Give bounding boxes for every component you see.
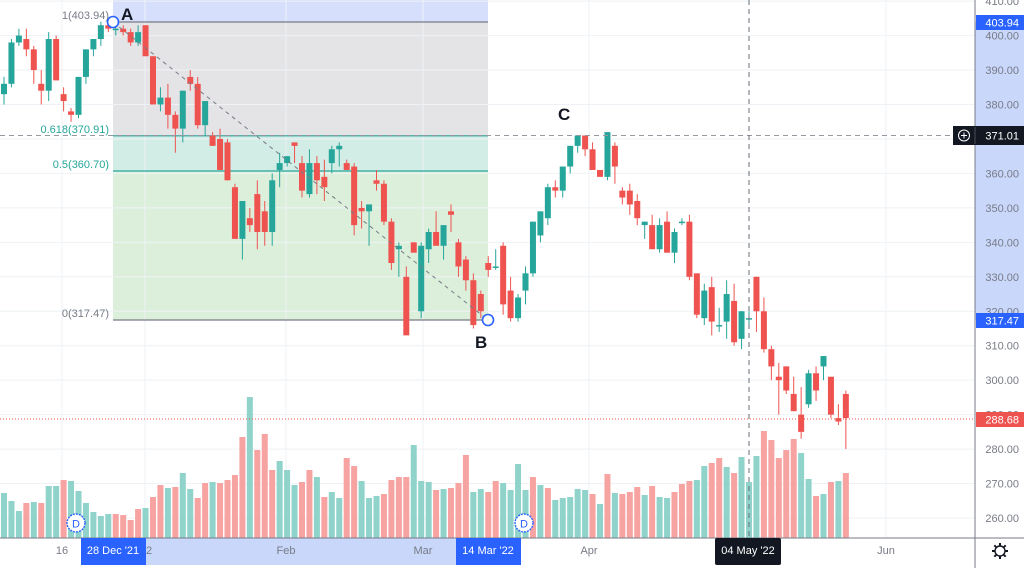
svg-text:14 Mar '22: 14 Mar '22 (462, 545, 514, 557)
time-tick-label: Mar (414, 545, 433, 557)
svg-text:403.94: 403.94 (985, 18, 1019, 30)
gear-icon[interactable] (992, 543, 1008, 559)
svg-text:371.01: 371.01 (985, 131, 1019, 143)
time-tag-crosshair: 04 May '22 (715, 538, 781, 565)
fib-zone-above-1 (113, 0, 488, 22)
anchor-handle-b[interactable] (481, 313, 495, 327)
point-label-b: B (475, 333, 487, 352)
price-tag-fib-high: 403.94 (976, 15, 1024, 30)
price-tick-label: 310.00 (985, 341, 1019, 353)
price-tick-label: 300.00 (985, 375, 1019, 387)
dividend-label: D (520, 519, 528, 531)
dividend-marker[interactable]: D (514, 513, 534, 533)
plus-circle-icon[interactable] (958, 129, 970, 142)
price-tick-label: 260.00 (985, 513, 1019, 525)
fib-zone-05-0 (113, 171, 488, 320)
price-axis-highlight (975, 22, 1024, 320)
fib-retracement-tool[interactable] (113, 0, 488, 320)
price-tick-label: 350.00 (985, 203, 1019, 215)
time-tick-label: Feb (277, 545, 296, 557)
time-tick-label: Jun (877, 545, 895, 557)
time-tag-start: 28 Dec '21 (81, 538, 146, 565)
dividend-marker[interactable]: D (66, 513, 86, 533)
point-label-a: A (121, 5, 133, 24)
time-axis-highlight (113, 538, 488, 565)
fib-level-label: 0.618(370.91) (41, 124, 110, 136)
fib-level-label: 0(317.47) (62, 308, 109, 320)
price-tick-label: 400.00 (985, 31, 1019, 43)
price-tick-label: 360.00 (985, 168, 1019, 180)
time-tag-end: 14 Mar '22 (456, 538, 521, 565)
time-axis[interactable]: 16'22FebMarAprJun 28 Dec '21 14 Mar '22 … (0, 537, 1024, 565)
fib-level-lines: 1(403.94) 0.618(370.91) 0.5(360.70) 0(317.4… (41, 10, 488, 321)
price-tag-last-price: 288.68 (976, 412, 1024, 427)
price-tick-label: 390.00 (985, 65, 1019, 77)
candlesticks (1, 21, 849, 450)
price-tick-label: 280.00 (985, 444, 1019, 456)
fib-level-label: 1(403.94) (62, 10, 109, 22)
svg-text:04 May '22: 04 May '22 (721, 545, 774, 557)
svg-text:317.47: 317.47 (985, 316, 1019, 328)
grid-lines (0, 0, 975, 538)
svg-text:288.68: 288.68 (985, 415, 1019, 427)
price-tick-label: 380.00 (985, 99, 1019, 111)
dividend-label: D (72, 519, 80, 531)
fib-zone-1-0618 (113, 22, 488, 136)
fib-level-label: 0.5(360.70) (53, 159, 109, 171)
time-tick-label: Apr (580, 545, 597, 557)
volume-bars (1, 397, 849, 538)
price-tag-crosshair: 371.01 (953, 126, 1024, 145)
price-tick-label: 340.00 (985, 237, 1019, 249)
time-tick-label: 16 (56, 545, 68, 557)
price-tick-label: 270.00 (985, 479, 1019, 491)
price-axis[interactable]: 410.00400.00390.00380.00370.00360.00350.… (953, 0, 1024, 568)
price-tick-label: 330.00 (985, 272, 1019, 284)
price-tick-label: 410.00 (985, 0, 1019, 8)
price-tag-fib-low: 317.47 (976, 313, 1024, 328)
point-label-c: C (558, 105, 570, 124)
anchor-handle-a[interactable] (106, 15, 120, 29)
svg-text:28 Dec '21: 28 Dec '21 (87, 545, 139, 557)
